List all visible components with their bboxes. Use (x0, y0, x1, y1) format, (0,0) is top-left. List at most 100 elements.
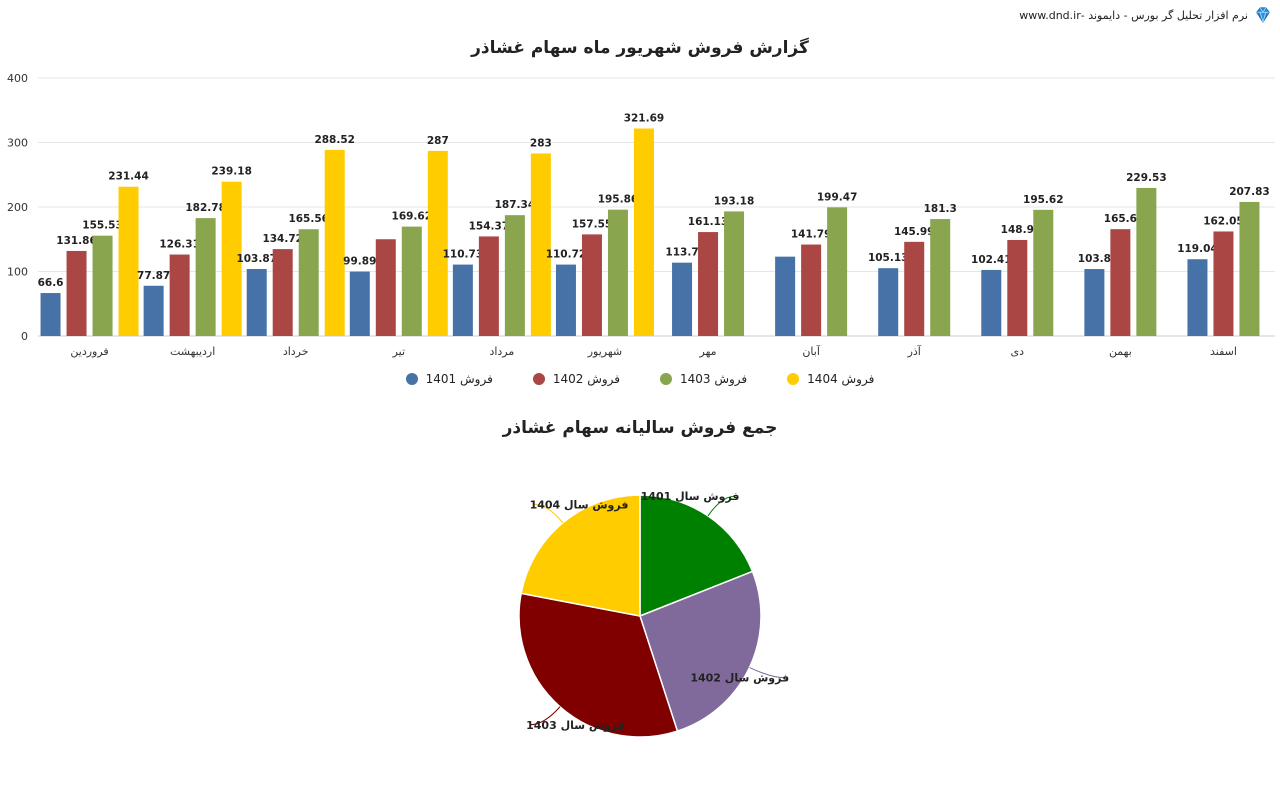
bar (555, 264, 576, 336)
pie-slice-label: فروش سال 1401 (641, 490, 740, 503)
bar-data-label: 193.18 (714, 195, 755, 207)
legend-marker (405, 373, 418, 385)
bar (40, 293, 61, 336)
bar-data-label: 134.72 (262, 233, 303, 245)
x-tick-label: اردیبهشت (170, 345, 215, 358)
bar-data-label: 199.47 (817, 191, 858, 203)
bar (169, 254, 190, 336)
bar-data-label: 162.05 (1203, 215, 1244, 227)
pie-chart-title: جمع فروش سالیانه سهام غشاذر (502, 418, 778, 438)
bar-data-label: 113.7 (665, 247, 698, 259)
bar (272, 249, 293, 336)
bar (375, 239, 396, 336)
x-tick-label: فروردین (70, 345, 108, 358)
bar-data-label: 231.44 (108, 171, 149, 183)
bar (1007, 239, 1028, 336)
x-tick-label: خرداد (283, 345, 309, 358)
pie-slice-label: فروش سال 1403 (526, 719, 625, 732)
bar (246, 269, 267, 336)
bar (427, 150, 448, 336)
pie-connector (749, 667, 786, 679)
bar-data-label: 181.3 (924, 203, 957, 215)
bar-data-label: 126.31 (159, 239, 200, 251)
bar-data-label: 187.34 (495, 199, 536, 211)
bar (1213, 231, 1234, 336)
x-tick-label: بهمن (1109, 345, 1132, 358)
bar-data-label: 157.55 (572, 218, 613, 230)
bar (221, 181, 242, 336)
bar-data-label: 229.53 (1126, 172, 1167, 184)
legend-item[interactable]: فروش 1403 (660, 372, 747, 386)
x-tick-label: آذر (907, 344, 922, 358)
bar-data-label: 169.62 (392, 211, 433, 223)
bar (607, 209, 628, 336)
bar (92, 235, 113, 336)
brand-header: نرم افزار تحلیل گر بورس - دایموند -www.d… (1019, 6, 1272, 24)
bar (633, 128, 654, 336)
bar-data-label: 102.41 (971, 254, 1012, 266)
y-tick-label: 200 (7, 201, 28, 214)
bar (1033, 209, 1054, 336)
bar (349, 271, 370, 336)
bar-data-label: 110.72 (546, 249, 587, 261)
x-tick-label: آبان (802, 344, 820, 358)
legend-label: فروش 1404 (807, 372, 875, 386)
bar-chart-legend: فروش 1401 فروش 1402 فروش 1403 فروش 1404 (0, 372, 1280, 386)
bar-data-label: 288.52 (314, 134, 355, 146)
bar (827, 207, 848, 336)
bar-chart: 0 100 200 300 400 66.6 131.86 155.53 231.44 فرورد… (7, 72, 1275, 358)
bar-data-label: 141.79 (791, 229, 832, 241)
x-tick-label: مهر (699, 345, 717, 358)
bar-data-label: 103.87 (236, 253, 277, 265)
legend-label: فروش 1401 (425, 372, 493, 386)
bar (724, 211, 745, 336)
x-tick-label: مرداد (489, 345, 514, 358)
bar-data-label: 207.83 (1229, 186, 1270, 198)
bar-data-label: 105.13 (868, 252, 909, 264)
bar (878, 268, 899, 336)
legend-marker (660, 373, 672, 385)
diamond-icon (1256, 7, 1270, 24)
bar (1084, 269, 1105, 336)
bar-data-label: 77.87 (137, 270, 170, 282)
legend-marker (532, 373, 545, 385)
legend-label: فروش 1402 (552, 372, 620, 386)
bar-data-label: 195.62 (1023, 194, 1064, 206)
pie-slice-label: فروش سال 1402 (690, 672, 789, 685)
legend-item[interactable]: فروش 1402 (532, 372, 620, 386)
bar-data-label: 155.53 (82, 220, 123, 232)
x-tick-label: دی (1011, 345, 1025, 358)
bar-data-label: 182.78 (185, 202, 226, 214)
bar (504, 215, 525, 336)
bar (478, 236, 499, 336)
bar-data-label: 161.13 (688, 216, 729, 228)
bar-data-label: 239.18 (211, 166, 252, 178)
pie-connector (530, 706, 561, 726)
bar-data-label: 131.86 (56, 235, 97, 247)
legend-item[interactable]: فروش 1404 (787, 372, 874, 386)
bar-data-label: 119.04 (1177, 243, 1218, 255)
bar (930, 219, 951, 336)
bar (1136, 187, 1157, 336)
bar (1187, 259, 1208, 336)
bar (1239, 201, 1260, 336)
bar (118, 186, 139, 336)
bar-chart-title: گزارش فروش شهریور ماه سهام غشاذر (471, 38, 809, 58)
y-tick-label: 400 (7, 72, 28, 85)
bar (452, 264, 473, 336)
bar-data-label: 103.8 (1078, 253, 1111, 265)
pie-slice (520, 494, 641, 617)
legend-item[interactable]: فروش 1401 (405, 372, 493, 386)
bar (698, 232, 719, 336)
bar (195, 218, 216, 336)
y-tick-label: 0 (21, 330, 28, 343)
bar (1110, 229, 1131, 336)
bar-data-label: 99.89 (343, 256, 376, 268)
bar (530, 153, 551, 336)
bar (324, 149, 345, 336)
legend-marker (787, 373, 800, 385)
bar (298, 229, 319, 336)
bar-data-label: 145.99 (894, 226, 935, 238)
bar-data-label: 66.6 (38, 277, 64, 289)
bar-data-label: 165.56 (288, 213, 329, 225)
